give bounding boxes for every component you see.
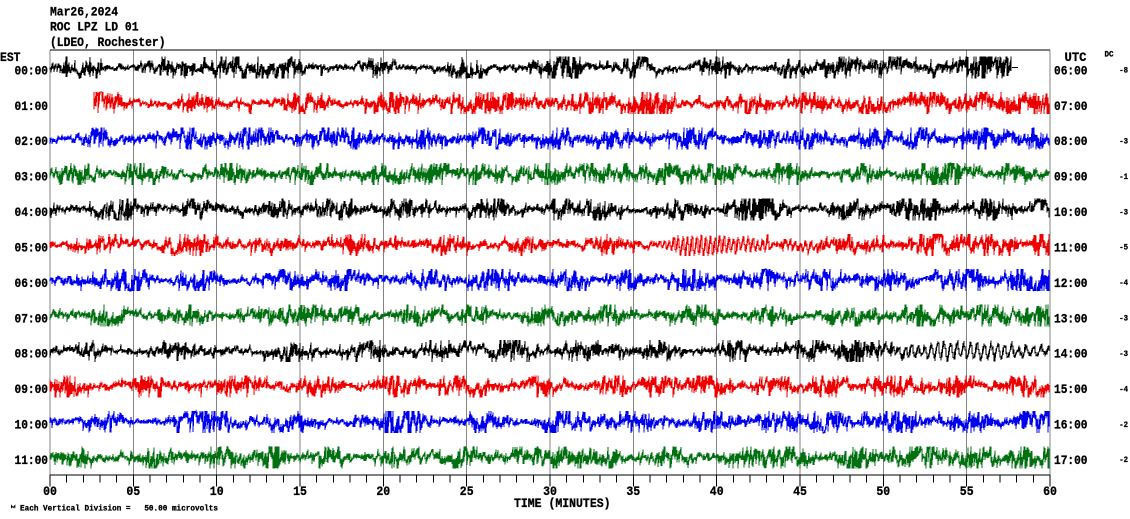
svg-text:05:00: 05:00 xyxy=(15,240,49,255)
svg-text:12:00: 12:00 xyxy=(1054,276,1088,291)
svg-text:45: 45 xyxy=(793,484,807,499)
svg-text:TIME (MINUTES): TIME (MINUTES) xyxy=(514,496,611,511)
svg-text:(LDEO, Rochester): (LDEO, Rochester) xyxy=(50,35,166,50)
svg-text:15:00: 15:00 xyxy=(1054,382,1088,397)
svg-text:DC: DC xyxy=(1105,51,1114,60)
svg-text:11:00: 11:00 xyxy=(15,453,49,468)
svg-text:09:00: 09:00 xyxy=(1054,170,1088,185)
svg-text:10:00: 10:00 xyxy=(1054,205,1088,220)
svg-text:ROC LPZ LD 01: ROC LPZ LD 01 xyxy=(50,20,139,35)
svg-text:-3: -3 xyxy=(1119,350,1128,359)
svg-text:50: 50 xyxy=(876,484,890,499)
svg-text:EST: EST xyxy=(0,50,21,65)
svg-text:09:00: 09:00 xyxy=(15,382,49,397)
svg-text:13:00: 13:00 xyxy=(1054,311,1088,326)
svg-text:11:00: 11:00 xyxy=(1054,240,1088,255)
svg-text:00:00: 00:00 xyxy=(15,63,49,78)
svg-text:-5: -5 xyxy=(1119,244,1128,253)
svg-text:Mar26,2024: Mar26,2024 xyxy=(50,5,118,20)
svg-text:Each Vertical Division = 50.: Each Vertical Division = 50.00 microvolt… xyxy=(20,504,218,514)
svg-text:04:00: 04:00 xyxy=(15,205,49,220)
svg-text:06:00: 06:00 xyxy=(1054,63,1088,78)
svg-text:UTC: UTC xyxy=(1065,50,1087,65)
svg-text:-3: -3 xyxy=(1119,208,1128,217)
svg-text:-2: -2 xyxy=(1119,456,1128,465)
svg-text:00: 00 xyxy=(43,484,57,499)
svg-text:17:00: 17:00 xyxy=(1054,453,1088,468)
svg-text:-3: -3 xyxy=(1119,315,1128,324)
svg-text:07:00: 07:00 xyxy=(15,311,49,326)
svg-text:35: 35 xyxy=(626,484,640,499)
svg-text:55: 55 xyxy=(960,484,974,499)
svg-text:02:00: 02:00 xyxy=(15,134,49,149)
svg-text:06:00: 06:00 xyxy=(15,276,49,291)
svg-text:10: 10 xyxy=(210,484,224,499)
svg-text:-4: -4 xyxy=(1119,385,1128,394)
svg-text:08:00: 08:00 xyxy=(15,347,49,362)
svg-text:15: 15 xyxy=(293,484,307,499)
svg-text:40: 40 xyxy=(710,484,724,499)
svg-text:10:00: 10:00 xyxy=(15,418,49,433)
svg-text:01:00: 01:00 xyxy=(15,99,49,114)
svg-text:-8: -8 xyxy=(1119,67,1128,76)
svg-text:03:00: 03:00 xyxy=(15,170,49,185)
svg-text:08:00: 08:00 xyxy=(1054,134,1088,149)
svg-text:07:00: 07:00 xyxy=(1054,99,1088,114)
svg-text:-1: -1 xyxy=(1119,173,1128,182)
svg-text:16:00: 16:00 xyxy=(1054,418,1088,433)
svg-text:20: 20 xyxy=(376,484,390,499)
svg-text:14:00: 14:00 xyxy=(1054,347,1088,362)
svg-text:60: 60 xyxy=(1043,484,1057,499)
svg-text:30: 30 xyxy=(543,484,557,499)
svg-text:25: 25 xyxy=(460,484,474,499)
svg-text:-4: -4 xyxy=(1119,279,1128,288)
svg-text:05: 05 xyxy=(126,484,140,499)
svg-text:-3: -3 xyxy=(1119,137,1128,146)
svg-text:-2: -2 xyxy=(1119,421,1128,430)
